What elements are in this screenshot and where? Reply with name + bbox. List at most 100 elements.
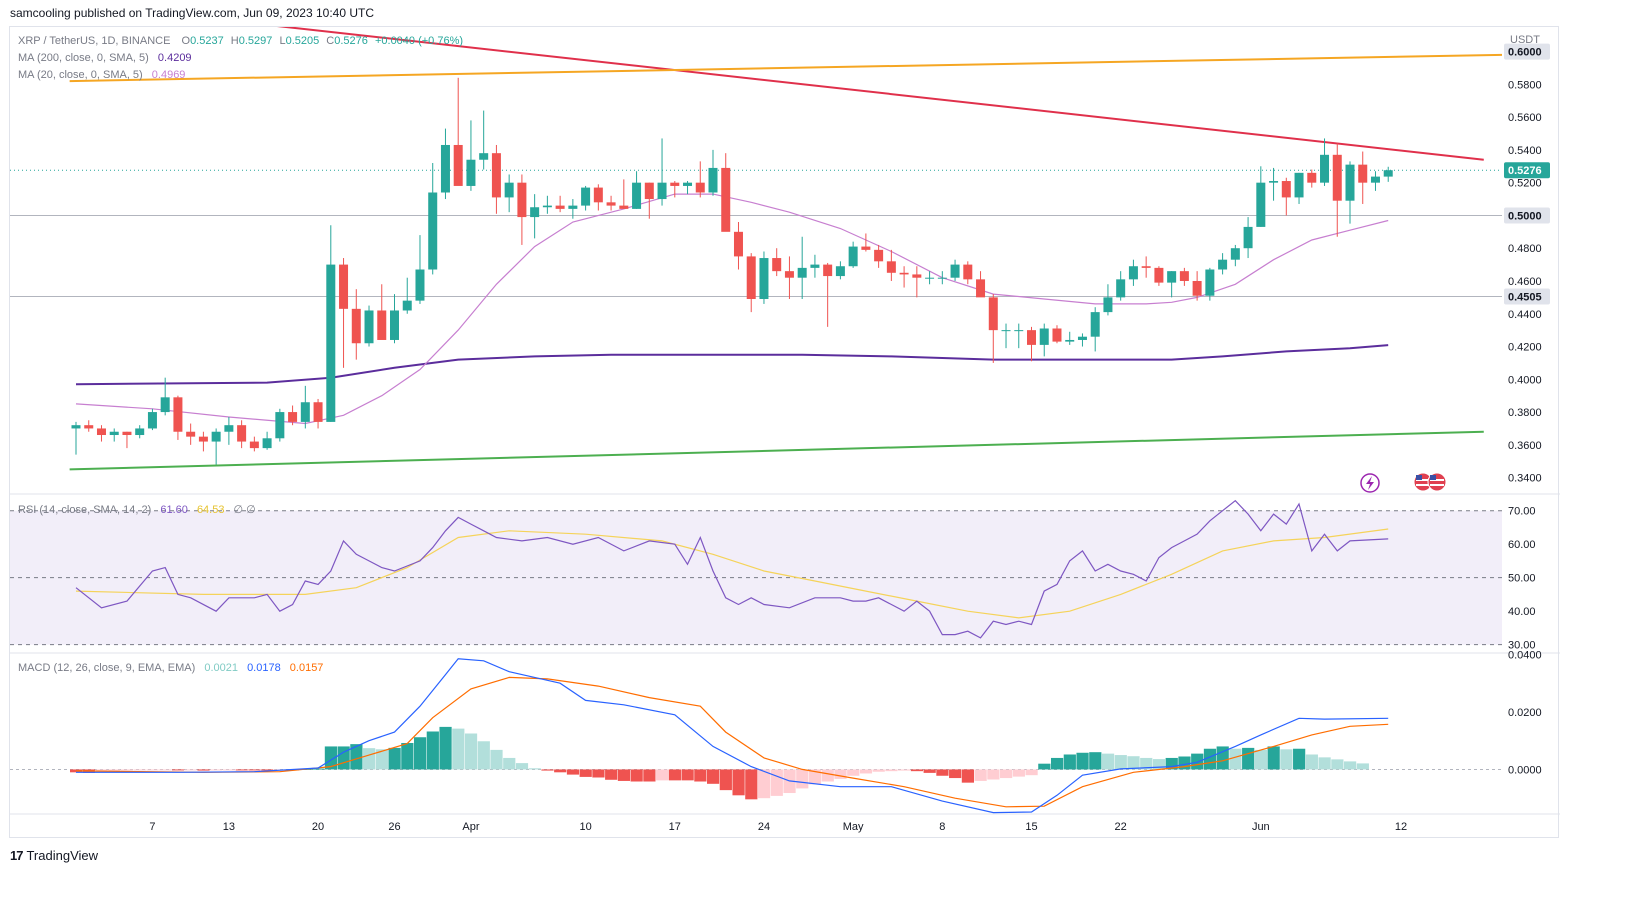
price-label-box[interactable]	[1504, 43, 1550, 60]
candle[interactable]	[1218, 253, 1228, 275]
candle[interactable]	[1167, 271, 1177, 298]
candle[interactable]	[899, 266, 909, 288]
candle[interactable]	[733, 221, 743, 270]
candle[interactable]	[1383, 166, 1393, 182]
us-flag-icon[interactable]	[1413, 472, 1433, 492]
macd-signal-line[interactable]	[75, 676, 1389, 808]
candle[interactable]	[364, 305, 374, 347]
candle[interactable]	[428, 163, 438, 275]
candle[interactable]	[440, 128, 450, 200]
candle[interactable]	[593, 184, 603, 211]
candle[interactable]	[746, 253, 756, 313]
ma200-legend[interactable]: MA (200, close, 0, SMA, 5) 0.4209	[18, 52, 192, 64]
candle[interactable]	[517, 174, 527, 245]
candle[interactable]	[1090, 307, 1100, 352]
candle[interactable]	[695, 161, 705, 198]
candle[interactable]	[466, 120, 476, 191]
candle[interactable]	[670, 181, 680, 198]
candle[interactable]	[925, 271, 935, 285]
candle[interactable]	[835, 261, 845, 280]
candle[interactable]	[772, 248, 782, 277]
candle[interactable]	[848, 241, 858, 268]
red-trendline[interactable]	[241, 21, 1484, 161]
candle[interactable]	[823, 262, 833, 327]
candle[interactable]	[1243, 217, 1253, 259]
price-pane[interactable]	[10, 21, 1503, 471]
candle[interactable]	[1320, 138, 1330, 186]
orange-trendline[interactable]	[69, 53, 1503, 83]
candle[interactable]	[1128, 259, 1138, 286]
candle[interactable]	[1332, 143, 1342, 237]
us-flag-icon[interactable]	[1427, 472, 1447, 492]
candle[interactable]	[937, 271, 947, 285]
candle[interactable]	[555, 195, 565, 213]
candle[interactable]	[249, 436, 259, 452]
candle[interactable]	[415, 235, 425, 304]
candle[interactable]	[1077, 333, 1087, 347]
candle[interactable]	[275, 408, 285, 442]
candle[interactable]	[109, 428, 119, 442]
candle[interactable]	[339, 258, 349, 368]
candle[interactable]	[1358, 151, 1368, 204]
candle[interactable]	[784, 256, 794, 300]
candle[interactable]	[1039, 323, 1049, 357]
candle[interactable]	[84, 420, 94, 432]
candle[interactable]	[568, 199, 578, 219]
candle[interactable]	[479, 110, 489, 170]
candle[interactable]	[759, 251, 769, 304]
candle[interactable]	[530, 194, 540, 239]
rsi-legend[interactable]: RSI (14, close, SMA, 14, 2) 61.60 64.53 …	[18, 504, 256, 516]
candle[interactable]	[147, 408, 157, 431]
candle[interactable]	[721, 153, 731, 232]
green-trendline[interactable]	[69, 430, 1484, 471]
tradingview-logo[interactable]: 17 TradingView	[10, 848, 98, 863]
candle[interactable]	[1065, 331, 1075, 345]
candle[interactable]	[198, 431, 208, 452]
rsi-ma-line[interactable]	[75, 528, 1389, 619]
candle[interactable]	[211, 428, 221, 465]
candle[interactable]	[657, 138, 667, 206]
rsi-line[interactable]	[75, 499, 1389, 639]
candle[interactable]	[542, 195, 552, 214]
symbol-legend[interactable]: XRP / TetherUS, 1D, BINANCE O0.5237 H0.5…	[18, 35, 463, 47]
candle[interactable]	[326, 225, 336, 422]
candle[interactable]	[683, 181, 693, 195]
candle[interactable]	[632, 171, 642, 209]
candle[interactable]	[96, 425, 106, 442]
candle[interactable]	[810, 254, 820, 278]
candle[interactable]	[262, 431, 272, 450]
candle[interactable]	[71, 421, 81, 455]
candle[interactable]	[1192, 271, 1202, 301]
candle[interactable]	[1027, 326, 1036, 362]
candle[interactable]	[950, 259, 960, 281]
candle[interactable]	[644, 182, 654, 219]
candle[interactable]	[963, 261, 973, 285]
events[interactable]	[1360, 472, 1447, 493]
candle[interactable]	[237, 420, 247, 449]
candle[interactable]	[1345, 161, 1355, 224]
chart-frame[interactable]: 0.3400 0.3600 0.3800 0.4000 0.4200 0.4400 0.46…	[9, 21, 1560, 839]
candle[interactable]	[1205, 267, 1215, 301]
candle[interactable]	[1052, 325, 1062, 344]
candle[interactable]	[1154, 266, 1164, 286]
candle[interactable]	[300, 385, 310, 429]
candle[interactable]	[874, 244, 884, 268]
price-label-box[interactable]	[1504, 288, 1550, 305]
candle[interactable]	[886, 249, 896, 281]
time-axis[interactable]: 7 13 20 26 Apr 10 17 24 May 8 15 22 Jun 12	[149, 821, 1407, 833]
candle[interactable]	[504, 174, 514, 213]
candle[interactable]	[861, 233, 871, 252]
candle[interactable]	[288, 405, 298, 426]
candle[interactable]	[224, 416, 234, 445]
candle[interactable]	[1370, 171, 1380, 191]
rsi-pane[interactable]	[10, 499, 1502, 646]
chart-canvas[interactable]: 0.3400 0.3600 0.3800 0.4000 0.4200 0.4400 0.46…	[10, 21, 1560, 839]
candle[interactable]	[606, 195, 616, 211]
candle[interactable]	[1103, 284, 1113, 316]
ma200-line[interactable]	[75, 344, 1389, 386]
candle[interactable]	[912, 266, 922, 298]
candle[interactable]	[390, 294, 399, 344]
price-axis[interactable]: 0.3400 0.3600 0.3800 0.4000 0.4200 0.4400 0.46…	[1504, 43, 1550, 777]
candle[interactable]	[491, 144, 501, 214]
price-label-box[interactable]	[1504, 207, 1550, 224]
